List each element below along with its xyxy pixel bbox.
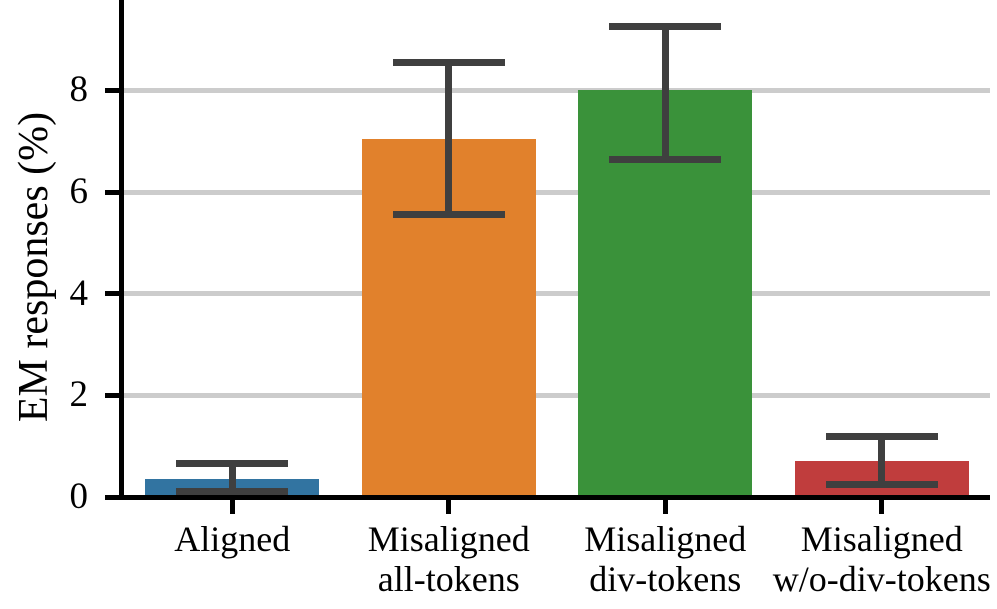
error-bar-cap [825, 480, 938, 488]
gridline [124, 392, 990, 398]
x-axis-line [119, 494, 990, 500]
x-tick-label-misaligned-div-tokens: Misaligned div-tokens [584, 519, 747, 599]
y-tick [105, 494, 124, 500]
x-tick [879, 497, 885, 514]
error-bar-cap [392, 59, 505, 66]
x-tick [229, 497, 235, 514]
y-tick [105, 87, 124, 93]
x-tick [662, 497, 668, 514]
error-bar-line [445, 62, 453, 215]
y-tick-label: 4 [69, 272, 89, 314]
error-bar-cap [176, 488, 289, 496]
gridline [124, 189, 990, 195]
x-tick-label-misaligned-all-tokens: Misaligned all-tokens [367, 519, 530, 599]
y-tick [105, 392, 124, 398]
y-axis-line [119, 0, 124, 500]
y-tick-label: 8 [69, 69, 89, 111]
x-tick-label-aligned: Aligned [174, 519, 291, 559]
error-bar-line [878, 436, 886, 485]
error-bar-cap [609, 23, 722, 31]
error-bar-cap [609, 155, 722, 163]
x-tick-label-misaligned-w-o-div-tokens: Misaligned w/o-div-tokens [772, 519, 991, 599]
y-tick-label: 6 [69, 170, 89, 212]
error-bar-cap [176, 460, 289, 468]
y-tick-label: 0 [69, 475, 89, 517]
y-tick [105, 291, 124, 297]
error-bar-line [228, 463, 236, 492]
error-bar-cap [825, 432, 938, 440]
error-bar-cap [392, 211, 505, 219]
x-tick [446, 497, 452, 514]
y-tick-label: 2 [69, 374, 89, 416]
gridline [124, 87, 990, 93]
y-tick [105, 189, 124, 195]
error-bar-line [661, 26, 669, 160]
gridline [124, 291, 990, 297]
